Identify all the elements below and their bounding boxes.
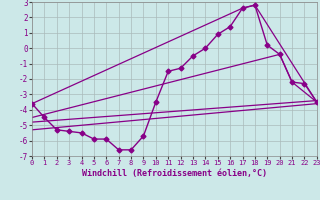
X-axis label: Windchill (Refroidissement éolien,°C): Windchill (Refroidissement éolien,°C) [82,169,267,178]
